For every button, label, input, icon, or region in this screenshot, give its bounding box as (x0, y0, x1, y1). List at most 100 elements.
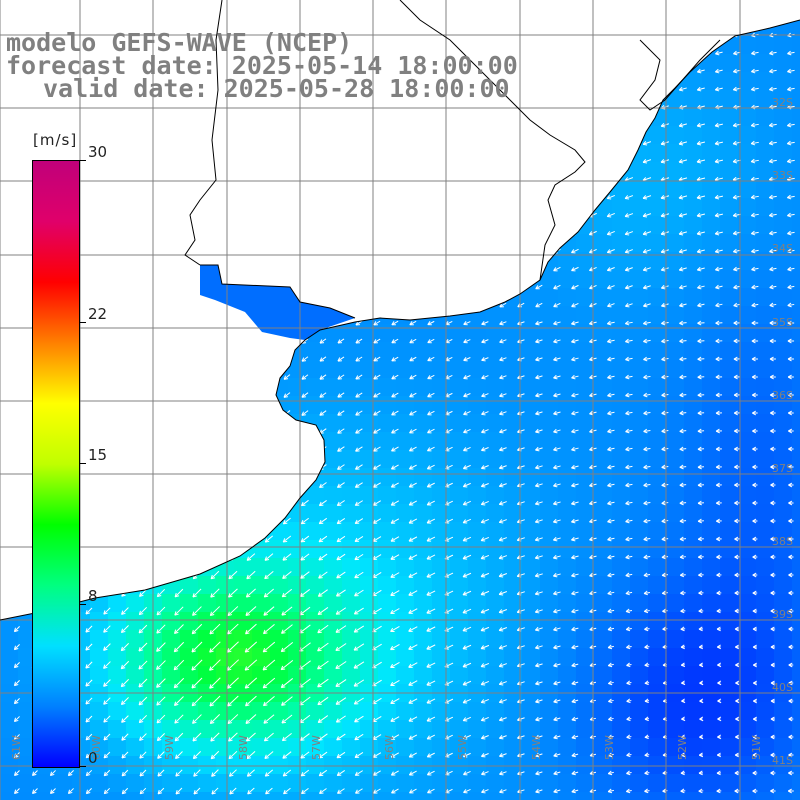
wind-speed-cell (792, 396, 800, 415)
wind-arrow (193, 392, 200, 399)
wind-speed-cell (756, 504, 775, 523)
wind-speed-cell (738, 288, 757, 307)
wind-speed-cell (648, 144, 667, 163)
wind-speed-cell (270, 702, 289, 721)
wind-speed-cell (468, 720, 487, 739)
wind-arrow (175, 392, 182, 399)
wind-speed-cell (774, 198, 793, 217)
wind-speed-cell (198, 198, 217, 217)
wind-speed-cell (378, 540, 397, 559)
wind-arrow (320, 158, 326, 164)
wind-arrow (121, 499, 129, 507)
wind-arrow (606, 176, 616, 182)
wind-speed-cell (648, 612, 667, 631)
wind-speed-cell (342, 720, 361, 739)
wind-speed-cell (216, 774, 235, 793)
wind-speed-cell (252, 378, 271, 397)
wind-speed-cell (450, 234, 469, 253)
wind-speed-cell (702, 378, 721, 397)
wind-speed-cell (756, 162, 775, 181)
wind-arrow (248, 121, 254, 129)
wind-speed-cell (342, 0, 361, 19)
wind-arrow (302, 122, 308, 129)
wind-speed-cell (306, 594, 325, 613)
wind-speed-cell (612, 36, 631, 55)
wind-arrow (176, 229, 182, 237)
wind-speed-cell (108, 486, 127, 505)
wind-speed-cell (234, 126, 253, 145)
wind-speed-cell (630, 666, 649, 685)
wind-arrow (14, 103, 20, 111)
wind-speed-cell (684, 180, 703, 199)
wind-speed-cell (702, 594, 721, 613)
wind-speed-cell (18, 108, 37, 127)
wind-speed-cell (108, 180, 127, 199)
wind-speed-cell (648, 432, 667, 451)
wind-speed-cell (252, 558, 271, 577)
wind-speed-cell (252, 522, 271, 541)
wind-speed-cell (774, 720, 793, 739)
wind-speed-cell (702, 648, 721, 667)
wind-arrow (427, 284, 435, 290)
wind-arrow (193, 499, 201, 507)
wind-speed-cell (558, 216, 577, 235)
wind-arrow (266, 20, 271, 21)
wind-speed-cell (0, 360, 19, 379)
wind-speed-cell (684, 108, 703, 127)
wind-speed-cell (558, 432, 577, 451)
wind-speed-cell (342, 378, 361, 397)
wind-speed-cell (576, 270, 595, 289)
wind-speed-cell (0, 504, 19, 523)
wind-speed-cell (0, 162, 19, 181)
wind-arrow (427, 230, 435, 236)
wind-speed-cell (162, 702, 181, 721)
wind-arrow (211, 409, 219, 417)
wind-speed-cell (108, 324, 127, 343)
wind-speed-cell (684, 306, 703, 325)
wind-speed-cell (252, 504, 271, 523)
wind-speed-cell (684, 20, 703, 37)
wind-speed-cell (360, 126, 379, 145)
wind-speed-cell (414, 432, 433, 451)
wind-speed-cell (216, 630, 235, 649)
wind-speed-cell (792, 126, 800, 145)
wind-speed-cell (792, 90, 800, 109)
wind-speed-cell (108, 702, 127, 721)
wind-speed-cell (216, 540, 235, 559)
wind-arrow (85, 410, 92, 417)
colorbar-tick-label: 0 (88, 749, 98, 767)
wind-speed-cell (648, 540, 667, 559)
wind-speed-cell (684, 612, 703, 631)
wind-speed-cell (90, 198, 109, 217)
wind-arrow (121, 446, 128, 453)
longitude-label: 59W (163, 735, 176, 760)
wind-arrow (158, 247, 164, 255)
wind-speed-cell (684, 540, 703, 559)
wind-arrow (248, 229, 254, 237)
wind-arrow (193, 481, 201, 489)
wind-arrow (210, 553, 219, 561)
wind-speed-cell (324, 522, 343, 541)
wind-speed-cell (540, 324, 559, 343)
wind-speed-cell (792, 324, 800, 343)
wind-speed-cell (648, 234, 667, 253)
wind-speed-cell (522, 288, 541, 307)
wind-speed-cell (648, 252, 667, 271)
wind-arrow (553, 194, 561, 200)
wind-arrow (247, 374, 255, 380)
wind-speed-cell (18, 90, 37, 109)
wind-speed-cell (576, 378, 595, 397)
wind-speed-cell (666, 702, 685, 721)
wind-speed-cell (126, 0, 145, 19)
wind-speed-cell (288, 594, 307, 613)
wind-arrow (85, 553, 93, 561)
latitude-label: 41S (772, 754, 793, 767)
wind-speed-cell (684, 648, 703, 667)
wind-speed-cell (0, 234, 19, 253)
wind-arrow (247, 499, 255, 507)
wind-speed-cell (738, 522, 757, 541)
wind-speed-cell (396, 198, 415, 217)
wind-arrow (373, 194, 380, 200)
wind-arrow (283, 464, 291, 471)
wind-speed-cell (486, 360, 505, 379)
